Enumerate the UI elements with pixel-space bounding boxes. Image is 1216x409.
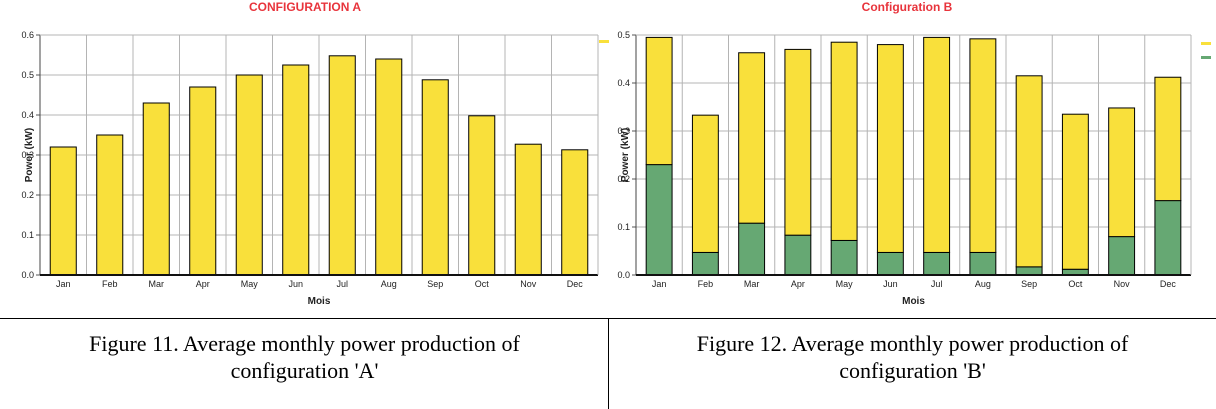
figure-caption-b: Figure 12. Average monthly power product… bbox=[609, 330, 1216, 384]
bar-jul-series-2 bbox=[923, 36, 951, 253]
table-divider-vertical bbox=[608, 318, 609, 409]
x-tick-label: Nov bbox=[1114, 279, 1131, 289]
y-tick-label: 0.0 bbox=[21, 270, 34, 280]
x-axis-label: Mois bbox=[902, 296, 925, 307]
bar-may-series-1 bbox=[830, 239, 858, 276]
x-tick-label: Mar bbox=[744, 279, 760, 289]
x-tick-label: Jul bbox=[336, 279, 348, 289]
bar-nov-series-2 bbox=[1108, 107, 1136, 238]
bar-aug-series-1 bbox=[969, 251, 997, 276]
x-tick-label: Dec bbox=[567, 279, 584, 289]
x-tick-label: Mar bbox=[149, 279, 165, 289]
x-tick-label: Jun bbox=[288, 279, 303, 289]
y-tick-label: 0.2 bbox=[21, 190, 34, 200]
bar-nov-series-1 bbox=[514, 143, 542, 276]
bar-jan-series-1 bbox=[645, 164, 673, 276]
x-tick-label: Nov bbox=[520, 279, 537, 289]
bar-jul-series-1 bbox=[923, 251, 951, 276]
x-tick-label: Sep bbox=[1021, 279, 1037, 289]
caption-line-1: Figure 11. Average monthly power product… bbox=[89, 331, 520, 356]
bar-sep-series-1 bbox=[421, 79, 449, 276]
caption-line-2: configuration 'B' bbox=[839, 358, 986, 383]
bar-feb-series-1 bbox=[96, 134, 124, 276]
legend-swatch bbox=[599, 40, 609, 43]
y-tick-label: 0.3 bbox=[21, 150, 34, 160]
panel-configuration-a: CONFIGURATION A 0.0 0.1 0.2 0.3 0.4 0.5 0.6 Jan F… bbox=[0, 0, 609, 384]
x-tick-label: Oct bbox=[475, 279, 490, 289]
x-axis-label: Mois bbox=[308, 296, 331, 307]
panel-configuration-b: Configuration B 0.0 0.1 0.2 0.3 0.4 0.5 Jan Feb M… bbox=[609, 0, 1216, 409]
x-tick-label: Sep bbox=[427, 279, 443, 289]
bar-jun-series-1 bbox=[282, 64, 310, 276]
y-tick-label: 0.2 bbox=[617, 174, 630, 184]
bar-jul-series-1 bbox=[328, 55, 356, 276]
x-tick-label: Oct bbox=[1068, 279, 1083, 289]
bar-jan-series-1 bbox=[49, 146, 77, 276]
bar-aug-series-2 bbox=[969, 38, 997, 253]
x-tick-label: Jun bbox=[883, 279, 898, 289]
y-tick-label: 0.4 bbox=[617, 78, 630, 88]
bar-sep-series-2 bbox=[1015, 75, 1043, 268]
legend-swatch bbox=[1201, 42, 1211, 45]
y-tick-label: 0.1 bbox=[617, 222, 630, 232]
caption-line-1: Figure 12. Average monthly power product… bbox=[696, 331, 1129, 356]
bar-jun-series-1 bbox=[876, 251, 904, 276]
bar-may-series-1 bbox=[235, 74, 263, 276]
y-tick-label: 0.5 bbox=[617, 30, 630, 40]
chart-configuration-a: CONFIGURATION A 0.0 0.1 0.2 0.3 0.4 0.5 0.6 Jan F… bbox=[21, 0, 609, 307]
bar-oct-series-1 bbox=[468, 115, 496, 276]
bar-dec-series-1 bbox=[1154, 200, 1182, 276]
y-tick-label: 0.3 bbox=[617, 126, 630, 136]
bar-feb-series-2 bbox=[691, 114, 719, 253]
bar-apr-series-2 bbox=[784, 48, 812, 236]
bar-nov-series-1 bbox=[1108, 236, 1136, 276]
bar-sep-series-1 bbox=[1015, 266, 1043, 276]
x-tick-label: Feb bbox=[698, 279, 714, 289]
bar-mar-series-1 bbox=[738, 222, 766, 276]
figure-caption-a: Figure 11. Average monthly power product… bbox=[0, 330, 609, 384]
x-tick-label: Apr bbox=[196, 279, 210, 289]
bar-mar-series-1 bbox=[142, 102, 170, 276]
bar-dec-series-2 bbox=[1154, 76, 1182, 202]
bar-may-series-2 bbox=[830, 41, 858, 241]
x-tick-label: Aug bbox=[975, 279, 991, 289]
y-axis-label: Power (kW) bbox=[620, 128, 631, 182]
y-tick-label: 0.1 bbox=[21, 230, 34, 240]
x-tick-label: Aug bbox=[381, 279, 397, 289]
bar-apr-series-1 bbox=[189, 86, 217, 276]
x-tick-label: Dec bbox=[1160, 279, 1177, 289]
x-tick-label: May bbox=[836, 279, 854, 289]
bar-jun-series-2 bbox=[876, 44, 904, 253]
chart-title: Configuration B bbox=[862, 0, 953, 14]
caption-line-2: configuration 'A' bbox=[230, 358, 379, 383]
legend-swatch bbox=[1201, 56, 1211, 59]
chart-title: CONFIGURATION A bbox=[249, 0, 361, 14]
bar-aug-series-1 bbox=[375, 58, 403, 276]
x-tick-label: Jan bbox=[56, 279, 71, 289]
x-tick-label: Jul bbox=[931, 279, 943, 289]
x-tick-label: May bbox=[241, 279, 259, 289]
bar-apr-series-1 bbox=[784, 234, 812, 276]
y-axis-label: Power (kW) bbox=[24, 128, 35, 182]
y-tick-label: 0.0 bbox=[617, 270, 630, 280]
bar-oct-series-2 bbox=[1061, 113, 1089, 270]
y-tick-label: 0.5 bbox=[21, 70, 34, 80]
x-tick-label: Feb bbox=[102, 279, 118, 289]
x-tick-label: Apr bbox=[791, 279, 805, 289]
bar-jan-series-2 bbox=[645, 36, 673, 166]
y-tick-label: 0.4 bbox=[21, 110, 34, 120]
bar-mar-series-2 bbox=[738, 52, 766, 224]
x-tick-label: Jan bbox=[652, 279, 667, 289]
y-tick-label: 0.6 bbox=[21, 30, 34, 40]
bar-feb-series-1 bbox=[691, 251, 719, 276]
bar-dec-series-1 bbox=[561, 149, 589, 276]
chart-configuration-b: Configuration B 0.0 0.1 0.2 0.3 0.4 0.5 Jan Feb M… bbox=[617, 0, 1211, 307]
